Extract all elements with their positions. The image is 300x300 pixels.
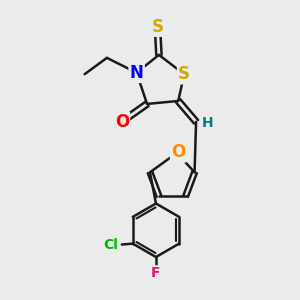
Text: S: S: [178, 65, 190, 83]
Text: F: F: [151, 266, 161, 280]
Text: N: N: [130, 64, 144, 82]
Text: H: H: [202, 116, 213, 130]
Text: S: S: [152, 18, 164, 36]
Text: O: O: [115, 113, 129, 131]
Text: O: O: [171, 143, 185, 161]
Text: Cl: Cl: [103, 238, 118, 252]
